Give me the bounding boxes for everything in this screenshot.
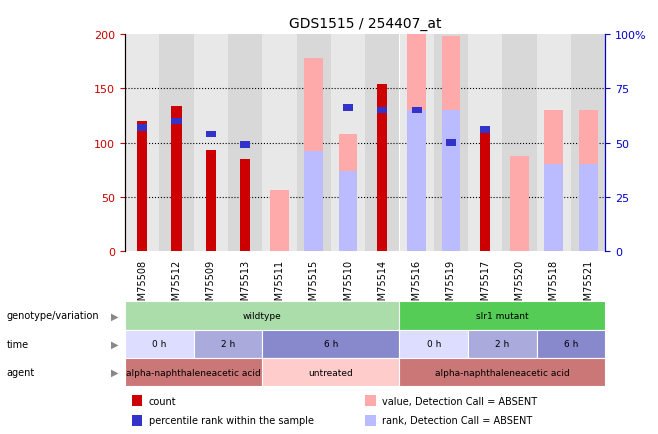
Bar: [434, 35, 468, 252]
Text: percentile rank within the sample: percentile rank within the sample: [149, 415, 314, 425]
Title: GDS1515 / 254407_at: GDS1515 / 254407_at: [289, 17, 442, 31]
Bar: [159, 35, 193, 252]
Text: 6 h: 6 h: [564, 339, 578, 349]
Bar: [571, 35, 605, 252]
Bar: [304, 59, 323, 252]
Bar: [399, 35, 434, 252]
Text: 2 h: 2 h: [495, 339, 509, 349]
Bar: [297, 35, 331, 252]
Bar: [411, 108, 422, 114]
Bar: [503, 35, 537, 252]
Bar: [171, 106, 182, 252]
Bar: [228, 35, 263, 252]
Bar: [407, 111, 426, 252]
Bar: [339, 135, 357, 252]
Text: rank, Detection Call = ABSENT: rank, Detection Call = ABSENT: [382, 415, 532, 425]
Bar: [544, 111, 563, 252]
Bar: [377, 108, 388, 114]
Text: ▶: ▶: [111, 311, 118, 321]
Bar: [137, 122, 147, 252]
Text: time: time: [7, 339, 29, 349]
Text: ▶: ▶: [111, 367, 118, 377]
Bar: [331, 35, 365, 252]
Bar: [171, 118, 182, 125]
Text: wildtype: wildtype: [243, 311, 282, 320]
Bar: [137, 125, 147, 131]
Text: 2 h: 2 h: [221, 339, 235, 349]
Bar: [544, 165, 563, 252]
Bar: [206, 151, 216, 252]
Bar: [510, 156, 529, 252]
Bar: [579, 111, 597, 252]
Bar: [407, 0, 426, 252]
Bar: [365, 35, 399, 252]
Bar: [193, 35, 228, 252]
Bar: [339, 171, 357, 252]
Text: value, Detection Call = ABSENT: value, Detection Call = ABSENT: [382, 396, 538, 406]
Text: ▶: ▶: [111, 339, 118, 349]
Bar: [480, 127, 490, 134]
Bar: [480, 127, 490, 252]
Bar: [240, 160, 250, 252]
Bar: [579, 165, 597, 252]
Text: genotype/variation: genotype/variation: [7, 311, 99, 321]
Bar: [442, 111, 461, 252]
Bar: [206, 132, 216, 138]
Text: alpha-naphthaleneacetic acid: alpha-naphthaleneacetic acid: [435, 368, 570, 377]
Text: 0 h: 0 h: [426, 339, 441, 349]
Bar: [270, 191, 289, 252]
Text: 0 h: 0 h: [152, 339, 166, 349]
Bar: [377, 85, 388, 252]
Bar: [537, 35, 571, 252]
Bar: [446, 140, 456, 147]
Bar: [442, 37, 461, 252]
Text: alpha-naphthaleneacetic acid: alpha-naphthaleneacetic acid: [126, 368, 261, 377]
Text: 6 h: 6 h: [324, 339, 338, 349]
Bar: [125, 35, 159, 252]
Text: untreated: untreated: [309, 368, 353, 377]
Bar: [263, 35, 297, 252]
Bar: [304, 152, 323, 252]
Bar: [343, 105, 353, 112]
Bar: [468, 35, 503, 252]
Text: slr1 mutant: slr1 mutant: [476, 311, 529, 320]
Text: agent: agent: [7, 367, 35, 377]
Text: count: count: [149, 396, 176, 406]
Bar: [240, 142, 250, 148]
